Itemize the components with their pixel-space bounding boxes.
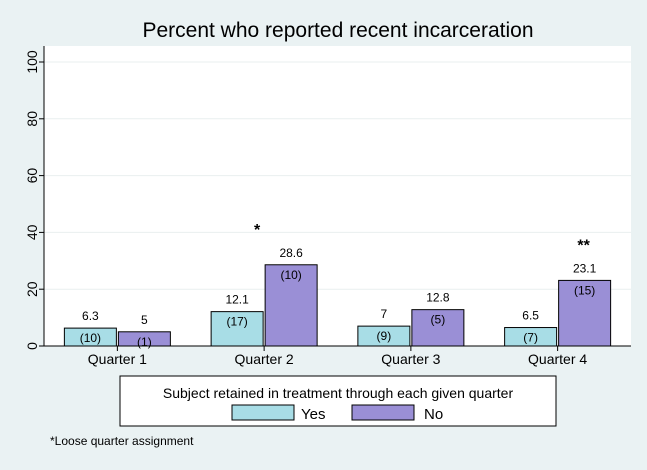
- bar-no: [411, 309, 465, 347]
- data-label: 6.3: [82, 309, 99, 323]
- y-tick-label: 60: [24, 168, 40, 184]
- bar-no: [558, 279, 612, 347]
- legend: Subject retained in treatment through ea…: [119, 375, 557, 427]
- bar-yes: [210, 311, 264, 347]
- x-tick-label: Quarter 4: [528, 351, 587, 367]
- legend-label-yes: Yes: [301, 406, 325, 423]
- plot-area: [44, 46, 631, 346]
- y-tick-label: 40: [24, 224, 40, 240]
- count-label: (5): [431, 313, 446, 327]
- count-label: (9): [377, 329, 392, 343]
- data-label: 7: [381, 307, 388, 321]
- data-label: 12.8: [426, 291, 450, 305]
- x-axis: Quarter 1 Quarter 2 Quarter 3 Quarter 4: [44, 345, 631, 367]
- legend-swatch-yes: [231, 404, 295, 421]
- chart-title: Percent who reported recent incarceratio…: [142, 19, 533, 42]
- data-label: 6.5: [522, 309, 539, 323]
- legend-box: [119, 375, 557, 427]
- count-label: (7): [523, 331, 538, 345]
- count-label: (17): [226, 315, 247, 329]
- gridlines: [44, 61, 631, 290]
- bar-no: [264, 264, 318, 347]
- y-axis: 0 20 40 60 80 100: [24, 46, 45, 350]
- count-label: (15): [574, 283, 595, 297]
- y-tick-label: 100: [24, 50, 40, 74]
- significance-marker: **: [577, 237, 590, 254]
- count-label: (10): [80, 331, 101, 345]
- bars: 6.3 (10) 5 (1) 12.1 (17) 28.6 (10) * 7 (9) 12.8 (5) 6…: [63, 222, 612, 349]
- count-label: (10): [280, 268, 301, 282]
- data-label: 5: [141, 313, 148, 327]
- x-tick-label: Quarter 1: [88, 351, 147, 367]
- x-tick-label: Quarter 3: [381, 351, 440, 367]
- significance-marker: *: [254, 222, 261, 239]
- data-label: 12.1: [225, 293, 249, 307]
- legend-title: Subject retained in treatment through ea…: [163, 385, 514, 401]
- data-label: 23.1: [573, 261, 597, 275]
- y-tick-label: 20: [24, 281, 40, 297]
- footnote: *Loose quarter assignment: [50, 434, 194, 448]
- legend-label-no: No: [424, 406, 443, 423]
- y-tick-label: 0: [24, 342, 40, 350]
- y-tick-label: 80: [24, 111, 40, 127]
- data-label: 28.6: [279, 246, 303, 260]
- legend-swatch-no: [351, 404, 415, 421]
- x-tick-label: Quarter 2: [235, 351, 294, 367]
- count-label: (1): [137, 335, 152, 349]
